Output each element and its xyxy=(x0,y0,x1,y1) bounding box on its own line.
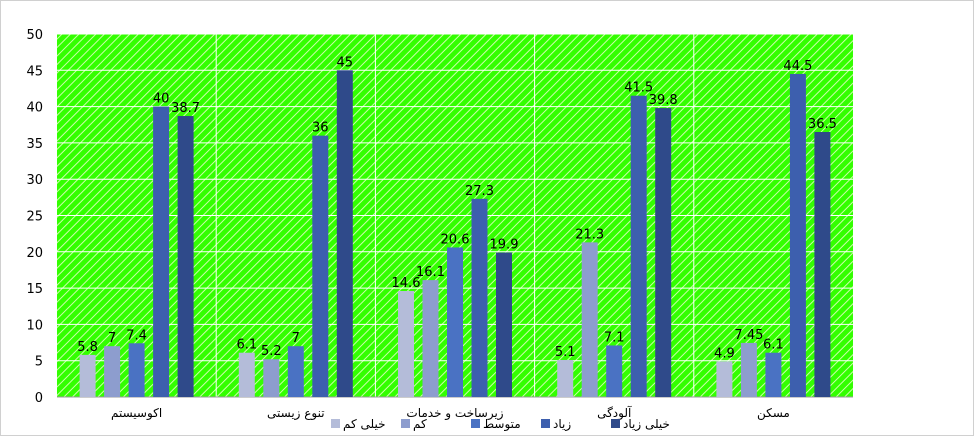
y-tick-label: 40 xyxy=(26,101,43,116)
bar xyxy=(716,361,733,397)
legend-label: خیلی زیاد xyxy=(623,417,670,432)
x-tick-label: تنوع زیستی xyxy=(267,406,325,421)
y-tick-label: 25 xyxy=(26,210,43,225)
data-label: 39.8 xyxy=(649,93,678,108)
bar xyxy=(263,359,280,397)
bar xyxy=(814,132,831,397)
bar xyxy=(655,108,672,397)
y-tick-label: 20 xyxy=(26,246,43,261)
legend-label: خیلی کم xyxy=(343,417,386,431)
bar xyxy=(606,345,623,397)
data-label: 36.5 xyxy=(808,117,837,132)
y-tick-label: 50 xyxy=(26,28,43,43)
y-axis: 0 5 10 15 20 25 30 35 40 45 50 xyxy=(26,28,43,406)
data-label: 7.1 xyxy=(604,330,625,345)
legend-swatch xyxy=(541,419,550,428)
y-tick-label: 5 xyxy=(35,355,43,370)
legend-swatch xyxy=(331,419,340,428)
bar xyxy=(740,342,757,397)
data-label: 20.6 xyxy=(441,232,470,247)
data-label: 5.8 xyxy=(77,340,98,355)
legend-swatch xyxy=(611,419,620,428)
legend-label: متوسط xyxy=(483,417,521,432)
y-tick-label: 45 xyxy=(26,64,43,79)
data-label: 21.3 xyxy=(575,227,604,242)
data-label: 6.1 xyxy=(236,338,257,353)
bar xyxy=(238,352,255,397)
data-label: 40 xyxy=(153,92,170,107)
data-label: 44.5 xyxy=(783,59,812,74)
x-axis: اکوسیستم تنوع زیستی زیرساخت و خدمات آلودگی م… xyxy=(111,405,790,421)
data-label: 14.6 xyxy=(392,276,421,291)
bar xyxy=(287,346,304,397)
data-label: 6.1 xyxy=(763,338,784,353)
data-label: 38.7 xyxy=(171,101,200,116)
data-label: 41.5 xyxy=(624,81,653,96)
bar xyxy=(177,116,194,398)
legend: خیلی کم کم متوسط زیاد خیلی زیاد xyxy=(331,417,670,432)
bars xyxy=(79,70,831,398)
x-tick-label: آلودگی xyxy=(597,405,632,421)
y-tick-label: 15 xyxy=(26,282,43,297)
y-tick-label: 10 xyxy=(26,318,43,333)
x-tick-label: اکوسیستم xyxy=(111,406,162,421)
legend-label: کم xyxy=(413,417,427,431)
bar xyxy=(153,106,170,397)
bar xyxy=(630,95,647,398)
bar xyxy=(765,352,782,397)
data-label: 16.1 xyxy=(416,265,445,280)
bar xyxy=(471,198,488,397)
legend-swatch xyxy=(401,419,410,428)
data-label: 27.3 xyxy=(465,184,494,199)
data-label: 5.1 xyxy=(555,345,576,360)
bar xyxy=(496,252,512,397)
bar xyxy=(336,70,353,398)
data-label: 7 xyxy=(108,331,116,346)
data-label: 19.9 xyxy=(490,238,519,253)
bar xyxy=(557,359,574,397)
bar xyxy=(128,343,145,397)
data-label: 36 xyxy=(312,121,329,136)
bar xyxy=(422,280,439,397)
data-label: 4.9 xyxy=(714,346,735,361)
y-tick-label: 35 xyxy=(26,137,43,152)
data-label: 45 xyxy=(337,55,354,70)
x-tick-label: زیرساخت و خدمات xyxy=(406,406,503,421)
data-label: 7.45 xyxy=(734,328,763,343)
bar xyxy=(447,247,463,397)
x-tick-label: مسکن xyxy=(757,406,790,421)
data-label: 7.4 xyxy=(126,328,147,343)
legend-swatch xyxy=(471,419,480,428)
data-label: 7 xyxy=(292,331,300,346)
bar xyxy=(581,242,598,397)
bar xyxy=(398,291,414,397)
bar xyxy=(104,346,121,397)
y-tick-label: 30 xyxy=(26,173,43,188)
legend-label: زیاد xyxy=(553,417,571,432)
y-tick-label: 0 xyxy=(35,391,43,406)
bar xyxy=(312,135,329,397)
bar xyxy=(789,73,806,398)
data-label: 5.2 xyxy=(261,344,282,359)
bar xyxy=(79,354,96,397)
